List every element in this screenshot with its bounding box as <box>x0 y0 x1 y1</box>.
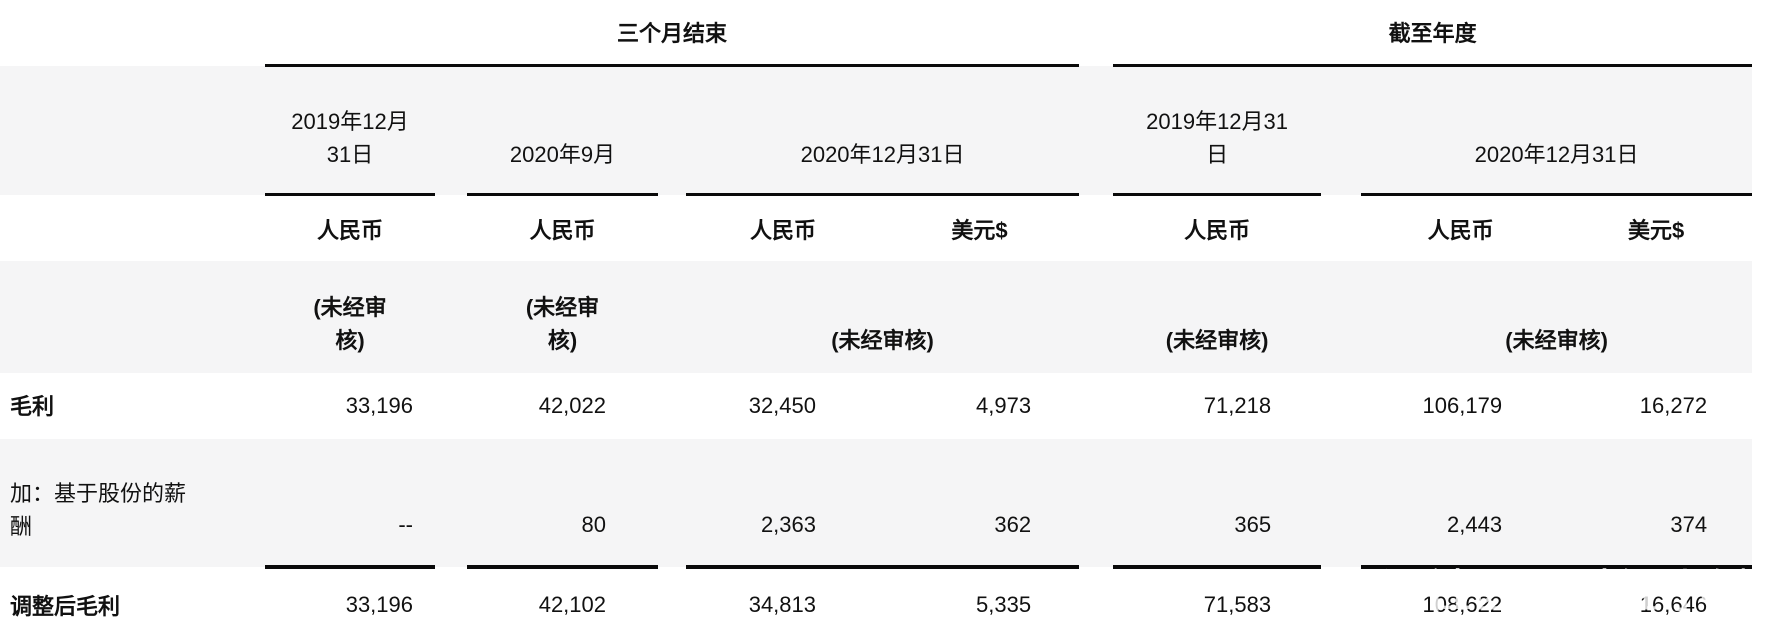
col-gap <box>1321 439 1362 567</box>
right-margin <box>1752 0 1780 66</box>
group-gap <box>1079 0 1113 66</box>
cell-value: 2,443 <box>1361 439 1561 569</box>
cell-value: 42,022 <box>538 393 606 418</box>
cell-value: 80 <box>467 439 658 569</box>
row-label-share-based-compensation: 加：基于股份的薪 酬 <box>0 439 265 567</box>
col-header-date-2020-09: 2020年9月 <box>467 65 658 196</box>
empty-header-cell <box>0 65 265 195</box>
empty-header-cell <box>0 195 265 262</box>
cell-value: 33,196 <box>345 393 413 418</box>
right-margin <box>1752 195 1780 262</box>
cell-value: 108,622 <box>1361 567 1561 635</box>
col-gap <box>1321 195 1361 262</box>
col-gap <box>1079 439 1114 567</box>
col-header-currency-rmb: 人民币 <box>316 217 383 243</box>
col-gap <box>658 373 686 439</box>
col-gap <box>658 439 686 567</box>
col-gap <box>435 65 467 195</box>
cell-value: -- <box>265 439 435 569</box>
col-gap <box>658 261 686 373</box>
cell-value: 32,450 <box>748 393 816 418</box>
col-gap <box>1321 373 1361 439</box>
cell-value: 365 <box>1113 439 1322 569</box>
col-gap <box>1321 261 1362 373</box>
cell-value: 362 <box>880 439 1080 569</box>
cell-value: 16,272 <box>1639 393 1708 418</box>
col-gap <box>435 195 467 262</box>
col-header-audit-note: (未经审核) <box>1361 261 1753 373</box>
col-gap <box>658 195 686 262</box>
col-header-date-2019-12-31-yr: 2019年12月31 日 <box>1113 65 1322 196</box>
group-header-three-months-ended: 三个月结束 <box>265 0 1080 67</box>
col-header-currency-usd: 美元$ <box>1627 217 1685 243</box>
col-header-audit-note: (未经审核) <box>1113 261 1322 373</box>
col-gap <box>658 567 686 635</box>
right-margin <box>1752 261 1780 373</box>
col-header-date-2019-12-31-3m: 2019年12月 31日 <box>265 65 435 196</box>
col-header-audit-note: (未经审核) <box>686 261 1080 373</box>
col-gap <box>1079 567 1113 635</box>
empty-header-cell <box>0 261 265 373</box>
col-gap <box>435 567 467 635</box>
col-gap <box>658 65 686 195</box>
col-header-currency-usd: 美元$ <box>951 217 1008 243</box>
col-header-audit-note: (未经审 核) <box>265 261 435 373</box>
cell-value: 42,102 <box>467 567 658 635</box>
cell-value: 2,363 <box>686 439 880 569</box>
col-gap <box>1079 261 1114 373</box>
col-gap <box>1321 65 1362 195</box>
cell-value: 4,973 <box>976 393 1032 418</box>
col-gap <box>1079 65 1114 195</box>
col-header-audit-note: (未经审 核) <box>467 261 658 373</box>
row-label-gross-profit: 毛利 <box>10 393 55 419</box>
cell-value: 374 <box>1560 439 1753 569</box>
col-header-currency-rmb: 人民币 <box>529 217 596 243</box>
cell-value: 71,218 <box>1203 393 1272 418</box>
col-gap <box>435 261 467 373</box>
col-header-currency-rmb: 人民币 <box>749 217 816 243</box>
cell-value: 106,179 <box>1422 393 1503 418</box>
right-margin <box>1752 439 1780 567</box>
col-gap <box>435 439 467 567</box>
group-header-year-ended: 截至年度 <box>1113 0 1753 67</box>
col-gap <box>435 373 467 439</box>
col-gap <box>1079 195 1113 262</box>
row-label-adjusted-gross-profit: 调整后毛利 <box>10 593 121 619</box>
right-margin <box>1752 66 1780 195</box>
col-gap <box>1321 567 1361 635</box>
col-header-date-2020-12-31-3m: 2020年12月31日 <box>686 65 1080 196</box>
corner-cell <box>0 0 265 66</box>
right-margin <box>1752 373 1780 439</box>
cell-value: 5,335 <box>880 567 1080 635</box>
cell-value: 71,583 <box>1113 567 1322 635</box>
cell-value: 33,196 <box>265 567 435 635</box>
right-margin <box>1752 567 1780 635</box>
col-gap <box>1079 373 1113 439</box>
cell-value: 34,813 <box>686 567 880 635</box>
col-header-date-2020-12-31-yr: 2020年12月31日 <box>1361 65 1753 196</box>
col-header-currency-rmb: 人民币 <box>1427 217 1494 243</box>
col-header-currency-rmb: 人民币 <box>1184 217 1251 243</box>
cell-value: 16,646 <box>1560 567 1753 635</box>
